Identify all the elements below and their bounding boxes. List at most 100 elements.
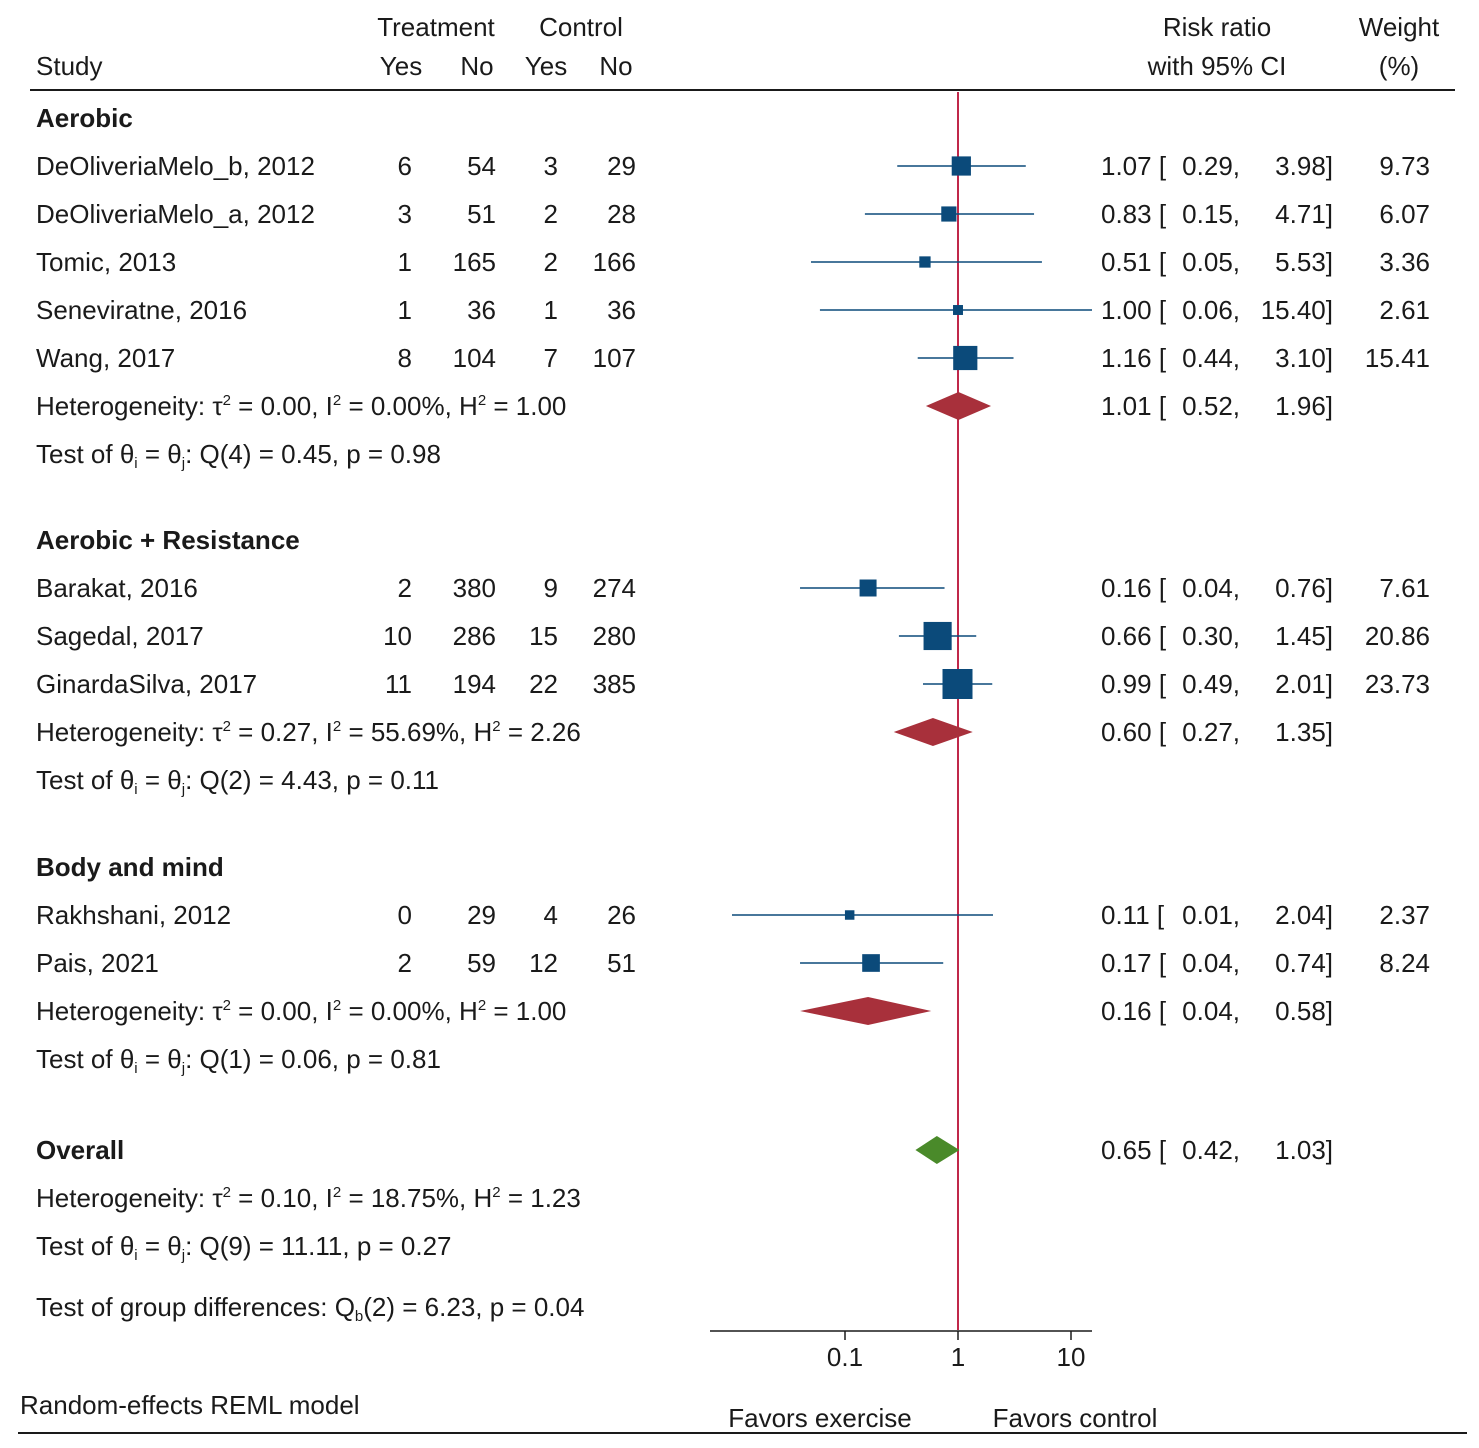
- tau-sup: 2: [223, 1184, 231, 1201]
- subgroup-rr-value: 1.01 [: [1101, 391, 1167, 421]
- study-point-box: [844, 910, 855, 920]
- study-ci-upper: 2.04]: [1275, 900, 1333, 930]
- i-value: = 0.00%,: [341, 391, 459, 421]
- test-prefix: Test of: [36, 765, 120, 795]
- study-rr-value: 0.66 [: [1101, 621, 1167, 651]
- study-ci-lower: 0.30,: [1182, 621, 1240, 651]
- subgroup-ci-upper: 1.96]: [1275, 391, 1333, 421]
- study-point-box: [941, 206, 957, 222]
- subgroup-rr-value: 0.16 [: [1101, 996, 1167, 1026]
- sub-i: i: [134, 781, 137, 798]
- subgroup-ci-upper: 0.58]: [1275, 996, 1333, 1026]
- control-no-count: 107: [593, 343, 636, 373]
- study-ci-upper: 1.45]: [1275, 621, 1333, 651]
- control-no-count: 28: [607, 199, 636, 229]
- control-yes-count: 12: [529, 948, 558, 978]
- treatment-no-count: 380: [453, 573, 496, 603]
- treatment-no-count: 59: [467, 948, 496, 978]
- i-symbol: I: [326, 1183, 333, 1213]
- h-value: = 2.26: [501, 717, 581, 747]
- subgroup-diamond: [800, 997, 932, 1025]
- study-label: Seneviratne, 2016: [36, 295, 247, 325]
- study-label: GinardaSilva, 2017: [36, 669, 257, 699]
- group-test-prefix: Test of group differences: Q: [36, 1292, 355, 1322]
- study-ci-upper: 2.01]: [1275, 669, 1333, 699]
- subgroup-ci-lower: 0.27,: [1182, 717, 1240, 747]
- subgroup-ci-lower: 0.52,: [1182, 391, 1240, 421]
- header-risk-ratio: Risk ratio: [1163, 12, 1271, 42]
- study-label: Pais, 2021: [36, 948, 159, 978]
- control-yes-count: 3: [544, 151, 558, 181]
- theta-i: θ: [120, 439, 134, 469]
- subgroup-title: Aerobic: [36, 103, 133, 133]
- study-rr-value: 0.11 [: [1101, 900, 1165, 930]
- study-label: Tomic, 2013: [36, 247, 176, 277]
- tau-sup: 2: [223, 997, 231, 1014]
- study-rr-value: 1.07 [: [1101, 151, 1167, 181]
- study-weight: 20.86: [1365, 621, 1430, 651]
- control-yes-count: 7: [544, 343, 558, 373]
- heterogeneity-text: Heterogeneity: τ2 = 0.00, I2 = 0.00%, H2…: [36, 996, 566, 1026]
- subgroup-ci-upper: 1.35]: [1275, 717, 1333, 747]
- theta-j: θ: [167, 765, 181, 795]
- subgroup-diamond: [925, 392, 992, 420]
- study-ci-lower: 0.29,: [1182, 151, 1240, 181]
- header-treatment-yes: Yes: [380, 51, 422, 81]
- study-rr-value: 0.99 [: [1101, 669, 1167, 699]
- study-point-box: [942, 669, 973, 699]
- tau-value: = 0.00,: [231, 391, 326, 421]
- treatment-yes-count: 0: [398, 900, 412, 930]
- homogeneity-test-text: Test of θi = θj: Q(1) = 0.06, p = 0.81: [36, 1044, 441, 1077]
- control-no-count: 26: [607, 900, 636, 930]
- overall-ci-upper: 1.03]: [1275, 1135, 1333, 1165]
- test-rest: : Q(1) = 0.06, p = 0.81: [185, 1044, 441, 1074]
- study-ci-upper: 0.76]: [1275, 573, 1333, 603]
- h-symbol: H: [473, 1183, 492, 1213]
- i-sup: 2: [333, 1184, 341, 1201]
- study-label: Barakat, 2016: [36, 573, 198, 603]
- i-sup: 2: [333, 392, 341, 409]
- tau-value: = 0.27,: [231, 717, 326, 747]
- study-weight: 15.41: [1365, 343, 1430, 373]
- study-point-box: [859, 579, 877, 597]
- control-no-count: 51: [607, 948, 636, 978]
- overall-diamond: [915, 1136, 960, 1164]
- study-rr-value: 0.17 [: [1101, 948, 1167, 978]
- tau-symbol: τ: [212, 391, 223, 421]
- het-prefix: Heterogeneity:: [36, 996, 212, 1026]
- study-ci-lower: 0.06,: [1182, 295, 1240, 325]
- group-differences-text: Test of group differences: Qb(2) = 6.23,…: [36, 1292, 584, 1325]
- h-sup: 2: [492, 718, 500, 735]
- study-rr-value: 0.16 [: [1101, 573, 1167, 603]
- subgroup-title: Aerobic + Resistance: [36, 525, 300, 555]
- study-ci-upper: 15.40]: [1261, 295, 1333, 325]
- treatment-no-count: 286: [453, 621, 496, 651]
- control-no-count: 36: [607, 295, 636, 325]
- test-prefix: Test of: [36, 439, 120, 469]
- h-value: = 1.00: [486, 391, 566, 421]
- sub-j: j: [181, 1247, 185, 1264]
- theta-j: θ: [167, 1231, 181, 1261]
- study-rr-value: 1.00 [: [1101, 295, 1167, 325]
- theta-i: θ: [120, 765, 134, 795]
- test-eq: =: [138, 1044, 168, 1074]
- h-sup: 2: [492, 1184, 500, 1201]
- sub-j: j: [181, 1060, 185, 1077]
- control-yes-count: 22: [529, 669, 558, 699]
- tau-symbol: τ: [212, 717, 223, 747]
- study-label: Rakhshani, 2012: [36, 900, 231, 930]
- subgroup-diamond: [893, 718, 973, 746]
- study-ci-lower: 0.05,: [1182, 247, 1240, 277]
- treatment-yes-count: 3: [398, 199, 412, 229]
- sub-i: i: [134, 1247, 137, 1264]
- control-yes-count: 9: [544, 573, 558, 603]
- i-symbol: I: [326, 996, 333, 1026]
- treatment-no-count: 36: [467, 295, 496, 325]
- treatment-no-count: 29: [467, 900, 496, 930]
- tau-value: = 0.00,: [231, 996, 326, 1026]
- het-prefix: Heterogeneity:: [36, 391, 212, 421]
- theta-j: θ: [167, 439, 181, 469]
- control-yes-count: 1: [544, 295, 558, 325]
- study-ci-lower: 0.15,: [1182, 199, 1240, 229]
- study-weight: 2.61: [1379, 295, 1430, 325]
